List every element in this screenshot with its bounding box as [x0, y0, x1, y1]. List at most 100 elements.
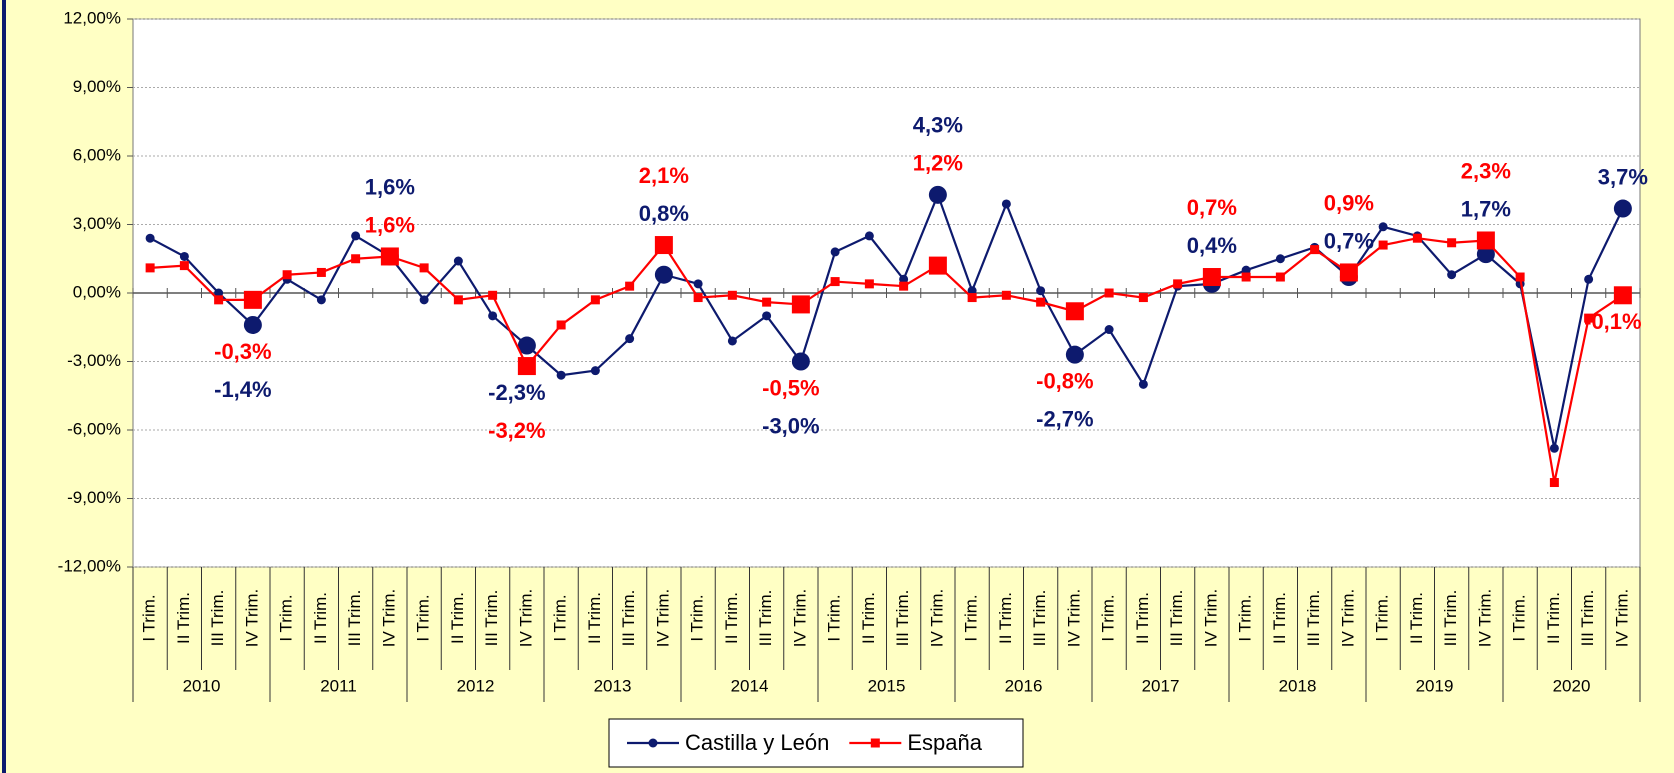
point: [1001, 199, 1011, 209]
point: [145, 233, 155, 243]
point: [762, 297, 772, 307]
point: [488, 290, 498, 300]
x-group-label: 2012: [457, 676, 495, 695]
x-group-label: 2018: [1279, 676, 1317, 695]
x-tick-label: I Trim.: [962, 594, 981, 641]
x-tick-label: IV Trim.: [653, 589, 672, 648]
x-tick-label: II Trim.: [311, 592, 330, 644]
x-group-label: 2019: [1416, 676, 1454, 695]
point: [1275, 254, 1285, 264]
point: [453, 295, 463, 305]
point: [1138, 379, 1148, 389]
x-tick-label: IV Trim.: [790, 589, 809, 648]
data-label: 4,3%: [913, 113, 963, 138]
point: [1476, 231, 1495, 250]
x-tick-label: III Trim.: [345, 590, 364, 647]
point: [727, 290, 737, 300]
data-label: 1,2%: [913, 151, 963, 176]
point: [727, 336, 737, 346]
legend-marker: [870, 738, 880, 748]
data-label: -2,3%: [488, 380, 545, 405]
point: [1476, 245, 1495, 264]
data-label: 1,7%: [1461, 196, 1511, 221]
data-label: -0,3%: [214, 339, 271, 364]
point: [419, 263, 429, 273]
point: [654, 236, 673, 255]
x-tick-label: I Trim.: [688, 594, 707, 641]
point: [1584, 274, 1594, 284]
point: [351, 231, 361, 241]
x-group-label: 2015: [868, 676, 906, 695]
x-tick-label: I Trim.: [1373, 594, 1392, 641]
point: [625, 281, 635, 291]
point: [654, 265, 673, 284]
x-tick-label: I Trim.: [277, 594, 296, 641]
point: [693, 293, 703, 303]
legend-marker: [648, 738, 658, 748]
x-tick-label: II Trim.: [722, 592, 741, 644]
x-tick-label: I Trim.: [1236, 594, 1255, 641]
x-tick-label: III Trim.: [1304, 590, 1323, 647]
point: [791, 352, 810, 371]
x-tick-label: III Trim.: [1167, 590, 1186, 647]
x-tick-label: III Trim.: [756, 590, 775, 647]
x-group-label: 2010: [183, 676, 221, 695]
point: [1378, 240, 1388, 250]
legend-label: Castilla y León: [685, 730, 829, 755]
point: [1549, 478, 1559, 488]
point: [590, 366, 600, 376]
point: [967, 293, 977, 303]
x-tick-label: I Trim.: [140, 594, 159, 641]
data-label: -0,1%: [1584, 309, 1641, 334]
x-tick-label: III Trim.: [208, 590, 227, 647]
data-label: 0,7%: [1187, 195, 1237, 220]
y-tick-label: 6,00%: [73, 145, 121, 164]
point: [179, 261, 189, 271]
point: [282, 270, 292, 280]
x-group-label: 2014: [731, 676, 769, 695]
x-tick-label: II Trim.: [1270, 592, 1289, 644]
point: [693, 279, 703, 289]
data-label: 0,9%: [1324, 190, 1374, 215]
point: [928, 185, 947, 204]
point: [1515, 272, 1525, 282]
x-tick-label: IV Trim.: [1475, 589, 1494, 648]
x-tick-label: III Trim.: [619, 590, 638, 647]
point: [1065, 302, 1084, 321]
point: [351, 254, 361, 264]
point: [1241, 265, 1251, 275]
point: [864, 279, 874, 289]
y-tick-label: 9,00%: [73, 77, 121, 96]
point: [830, 247, 840, 257]
x-group-label: 2011: [320, 676, 357, 695]
legend-label: España: [907, 730, 982, 755]
data-label: -0,8%: [1036, 368, 1093, 393]
point: [899, 274, 909, 284]
point: [1001, 290, 1011, 300]
data-label: 0,8%: [639, 201, 689, 226]
legend: Castilla y León España: [608, 718, 1024, 768]
point: [453, 256, 463, 266]
data-label: -2,7%: [1036, 406, 1093, 431]
point: [1104, 325, 1114, 335]
y-tick-label: -6,00%: [67, 419, 121, 438]
x-tick-label: IV Trim.: [1612, 589, 1631, 648]
x-tick-label: IV Trim.: [242, 589, 261, 648]
point: [214, 295, 224, 305]
point: [145, 263, 155, 273]
point: [928, 256, 947, 275]
x-tick-label: II Trim.: [448, 592, 467, 644]
point: [488, 311, 498, 321]
data-label: -3,0%: [762, 413, 819, 438]
data-label: 1,6%: [365, 174, 415, 199]
x-tick-label: I Trim.: [825, 594, 844, 641]
point: [1613, 199, 1632, 218]
point: [1310, 245, 1320, 255]
point: [316, 267, 326, 277]
x-group-label: 2016: [1005, 676, 1043, 695]
point: [1447, 270, 1457, 280]
point: [1613, 286, 1632, 305]
point: [419, 295, 429, 305]
